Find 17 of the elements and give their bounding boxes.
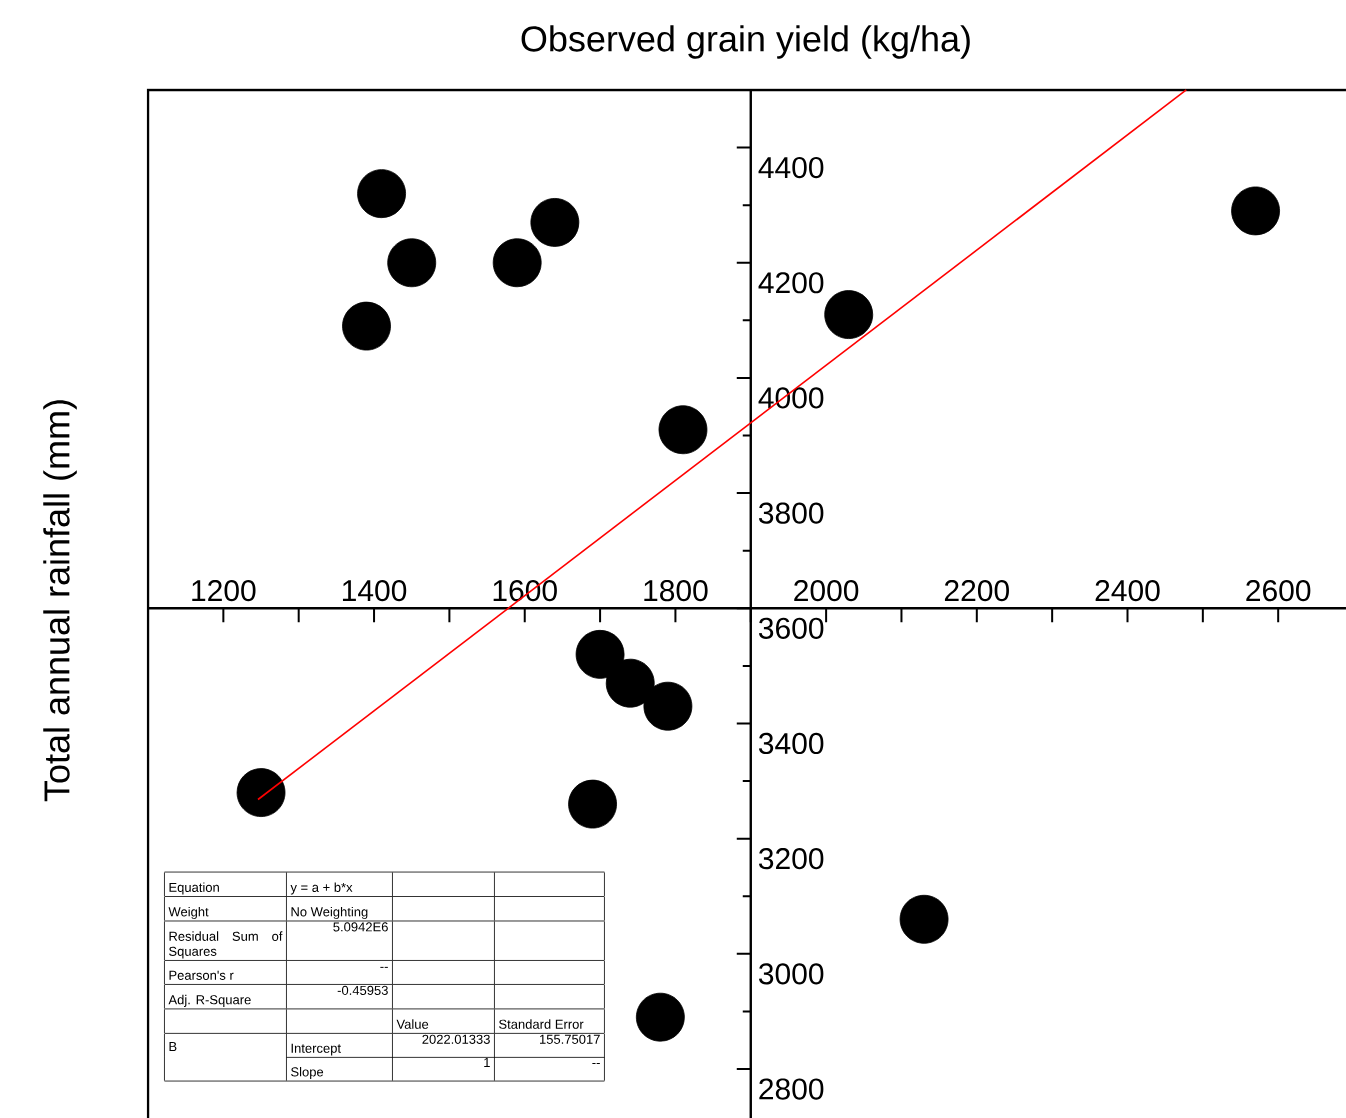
x-tick-label: 1800 [644,579,708,602]
y-tick-label: 4400 [758,156,824,179]
y-tick-label: 2800 [759,1078,824,1100]
y-tick-label: 3800 [758,502,824,524]
y-axis-title: Total annual rainfall (mm) [43,400,77,802]
x-tick-label: 2400 [1095,579,1160,602]
x-axis-title: Observed grain yield (kg/ha) [521,25,970,59]
y-tick-label: 3600 [758,617,824,639]
y-tick-label: 3400 [758,732,824,755]
y-tick-label: 3000 [758,963,824,985]
x-tick-label: 2600 [1246,579,1311,602]
x-tick-label: 1200 [192,579,256,602]
x-tick-label: 2200 [944,579,1009,602]
y-tick-label: 3200 [758,848,824,870]
y-tick-label: 4200 [758,272,824,294]
x-tick-label: 2000 [794,579,859,602]
x-tick-label: 1400 [342,579,407,602]
